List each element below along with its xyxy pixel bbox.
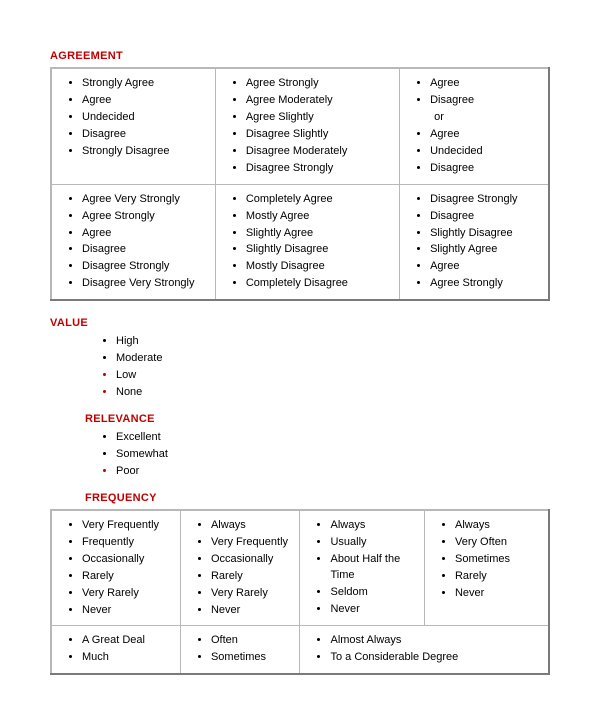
frequency-cell-0-1: Always Very Frequently Occasionally Rare… xyxy=(181,518,294,619)
list-item: Disagree xyxy=(82,242,209,258)
list-item: Rarely xyxy=(455,569,542,585)
heading-value: VALUE xyxy=(50,317,550,329)
list-item: Mostly Disagree xyxy=(246,259,393,275)
list-item: Low xyxy=(116,368,550,384)
list-item: Mostly Agree xyxy=(246,209,393,225)
list-item: Disagree xyxy=(430,209,542,225)
list-item: A Great Deal xyxy=(82,633,174,649)
list-item: Agree Strongly xyxy=(246,76,393,92)
list-item: Occasionally xyxy=(82,552,174,568)
list-item: Slightly Disagree xyxy=(430,226,542,242)
list-item: Never xyxy=(330,602,418,618)
list-item: Strongly Disagree xyxy=(82,144,209,160)
frequency-cell-1-2: Almost Always To a Considerable Degree xyxy=(300,633,542,666)
list-item: Agree xyxy=(430,259,542,275)
list-item: Very Frequently xyxy=(211,535,294,551)
list-item: Disagree xyxy=(82,127,209,143)
list-item: Usually xyxy=(330,535,418,551)
list-item: Completely Agree xyxy=(246,192,393,208)
list-item: Sometimes xyxy=(211,650,294,666)
agreement-table: Strongly Agree Agree Undecided Disagree … xyxy=(50,67,550,301)
list-item: Agree Strongly xyxy=(82,209,209,225)
list-item: Agree Slightly xyxy=(246,110,393,126)
list-item: Always xyxy=(211,518,294,534)
list-item: Frequently xyxy=(82,535,174,551)
list-item: Always xyxy=(455,518,542,534)
list-item: or xyxy=(434,110,542,126)
agreement-cell-0-1: Agree Strongly Agree Moderately Agree Sl… xyxy=(216,76,393,177)
list-item: Disagree Slightly xyxy=(246,127,393,143)
list-item: Agree xyxy=(430,127,542,143)
heading-agreement: AGREEMENT xyxy=(50,50,550,62)
list-item: Somewhat xyxy=(116,447,550,463)
list-item: Disagree Strongly xyxy=(82,259,209,275)
list-item: Very Often xyxy=(455,535,542,551)
list-item: Agree xyxy=(82,93,209,109)
list-item: Strongly Agree xyxy=(82,76,209,92)
list-item: Undecided xyxy=(82,110,209,126)
list-item: Agree xyxy=(430,76,542,92)
list-item: To a Considerable Degree xyxy=(330,650,542,666)
list-item: Almost Always xyxy=(330,633,542,649)
list-item: None xyxy=(116,385,550,401)
list-item: Excellent xyxy=(116,430,550,446)
list-item: Very Rarely xyxy=(82,586,174,602)
heading-relevance: RELEVANCE xyxy=(85,413,550,425)
list-item: Undecided xyxy=(430,144,542,160)
list-item: Disagree Very Strongly xyxy=(82,276,209,292)
list-item: Often xyxy=(211,633,294,649)
list-item: Slightly Disagree xyxy=(246,242,393,258)
list-item: Agree Strongly xyxy=(430,276,542,292)
list-item: Poor xyxy=(116,464,550,480)
list-item: Slightly Agree xyxy=(246,226,393,242)
list-item: High xyxy=(116,334,550,350)
agreement-cell-1-1: Completely Agree Mostly Agree Slightly A… xyxy=(216,192,393,293)
list-item: Disagree Moderately xyxy=(246,144,393,160)
list-item: Completely Disagree xyxy=(246,276,393,292)
list-item: Rarely xyxy=(82,569,174,585)
list-item: Never xyxy=(455,586,542,602)
agreement-cell-0-0: Strongly Agree Agree Undecided Disagree … xyxy=(52,76,209,160)
agreement-cell-0-2: Agree Disagree or Agree Undecided Disagr… xyxy=(400,76,542,177)
list-item: Agree Very Strongly xyxy=(82,192,209,208)
value-list: High Moderate Low None xyxy=(68,334,550,401)
list-item: Disagree Strongly xyxy=(246,161,393,177)
list-item: Never xyxy=(82,603,174,619)
frequency-table: Very Frequently Frequently Occasionally … xyxy=(50,509,550,676)
list-item: Seldom xyxy=(330,585,418,601)
list-item: Very Rarely xyxy=(211,586,294,602)
list-item: Rarely xyxy=(211,569,294,585)
agreement-cell-1-2: Disagree Strongly Disagree Slightly Disa… xyxy=(400,192,542,293)
heading-frequency: FREQUENCY xyxy=(85,492,550,504)
list-item: About Half the Time xyxy=(330,552,418,584)
list-item: Never xyxy=(211,603,294,619)
list-item: Disagree xyxy=(430,93,542,109)
relevance-list: Excellent Somewhat Poor xyxy=(68,430,550,480)
frequency-cell-0-0: Very Frequently Frequently Occasionally … xyxy=(52,518,174,619)
list-item: Sometimes xyxy=(455,552,542,568)
frequency-cell-1-0: A Great Deal Much xyxy=(52,633,174,666)
list-item: Very Frequently xyxy=(82,518,174,534)
frequency-cell-0-3: Always Very Often Sometimes Rarely Never xyxy=(425,518,542,602)
list-item: Occasionally xyxy=(211,552,294,568)
list-item: Disagree xyxy=(430,161,542,177)
list-item: Always xyxy=(330,518,418,534)
frequency-cell-0-2: Always Usually About Half the Time Seldo… xyxy=(300,518,418,618)
list-item: Moderate xyxy=(116,351,550,367)
frequency-cell-1-1: Often Sometimes xyxy=(181,633,294,666)
list-item: Slightly Agree xyxy=(430,242,542,258)
list-item: Disagree Strongly xyxy=(430,192,542,208)
agreement-cell-1-0: Agree Very Strongly Agree Strongly Agree… xyxy=(52,192,209,293)
list-item: Agree Moderately xyxy=(246,93,393,109)
list-item: Agree xyxy=(82,226,209,242)
list-item: Much xyxy=(82,650,174,666)
